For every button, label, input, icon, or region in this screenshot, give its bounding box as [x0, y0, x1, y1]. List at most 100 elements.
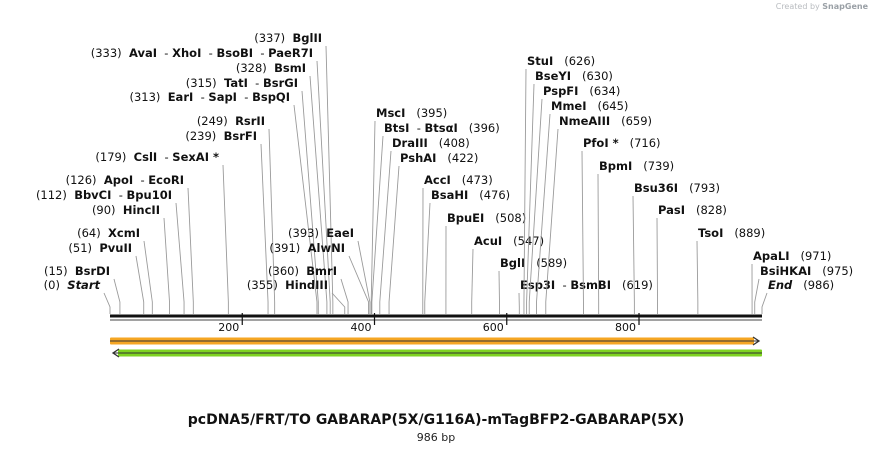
- site-label[interactable]: End (986): [768, 278, 834, 292]
- spacer: [160, 90, 167, 104]
- site-label[interactable]: (313) EarI - SapI - BspQI: [129, 90, 290, 104]
- site-bglii[interactable]: (337) BglII: [254, 31, 334, 314]
- site-label[interactable]: NmeAIII (659): [559, 114, 652, 128]
- site-avai[interactable]: (333) AvaI - XhoI - BsoBI - PaeR7I: [91, 46, 331, 314]
- site-mmei[interactable]: MmeI (645): [536, 99, 629, 314]
- site-nmeaiii[interactable]: NmeAIII (659): [545, 114, 652, 314]
- site-pspfi[interactable]: PspFI (634): [528, 84, 620, 314]
- site-label[interactable]: (15) BsrDI: [44, 264, 110, 278]
- enzyme-name: AvaI: [129, 46, 157, 60]
- site-csli[interactable]: (179) CslI - SexAI *: [95, 150, 229, 314]
- site-label[interactable]: (391) AlwNI: [269, 241, 345, 255]
- site-label[interactable]: (64) XcmI: [77, 226, 140, 240]
- site-label[interactable]: (112) BbvCI - Bpu10I: [36, 188, 172, 202]
- site-bseyi[interactable]: BseYI (630): [526, 69, 613, 314]
- site-label[interactable]: PfoI * (716): [583, 136, 661, 150]
- site-hincii[interactable]: (90) HincII: [92, 203, 170, 314]
- site-tati[interactable]: (315) TatI - BsrGI: [186, 76, 319, 314]
- site-bsahi[interactable]: BsaHI (476): [424, 188, 510, 314]
- site-pfoi[interactable]: PfoI * (716): [581, 136, 661, 314]
- site-rsrii[interactable]: (249) RsrII: [197, 114, 276, 314]
- site-label[interactable]: (126) ApoI - EcoRI: [66, 173, 184, 187]
- site-label[interactable]: PshAI (422): [400, 151, 478, 165]
- site-msci[interactable]: MscI (395): [370, 106, 447, 314]
- site-bsu36i[interactable]: Bsu36I (793): [632, 181, 720, 314]
- site-bpuei[interactable]: BpuEI (508): [445, 211, 526, 314]
- site-layer: (0) Start(15) BsrDI (51) PvuII(64) XcmI (9…: [36, 31, 853, 314]
- site-pasi[interactable]: PasI (828): [656, 203, 727, 314]
- site-acci[interactable]: AccI (473): [422, 173, 493, 314]
- site-label[interactable]: BpmI (739): [599, 159, 674, 173]
- site-acui[interactable]: AcuI (547): [471, 234, 544, 314]
- site-pvuii[interactable]: (51) PvuII: [68, 241, 145, 314]
- site-label[interactable]: BpuEI (508): [447, 211, 526, 225]
- site-label[interactable]: Bsu36I (793): [634, 181, 720, 195]
- site-position: (90): [92, 203, 116, 217]
- site-eari[interactable]: (313) EarI - SapI - BspQI: [129, 90, 318, 314]
- site-label[interactable]: (360) BmrI: [268, 264, 337, 278]
- site-pshai[interactable]: PshAI (422): [388, 151, 478, 314]
- site-label[interactable]: BglI (589): [500, 256, 567, 270]
- spacer: [610, 114, 621, 128]
- site-bsmi[interactable]: (328) BsmI: [236, 61, 328, 314]
- site-label[interactable]: StuI (626): [527, 54, 595, 68]
- site-end[interactable]: End (986): [761, 278, 834, 314]
- site-tsoi[interactable]: TsoI (889): [696, 226, 765, 314]
- site-label[interactable]: Esp3I - BsmBI (619): [520, 278, 653, 292]
- site-label[interactable]: PspFI (634): [543, 84, 620, 98]
- site-draiii[interactable]: DraIII (408): [379, 136, 470, 314]
- site-label[interactable]: BsiHKAI (975): [760, 264, 853, 278]
- site-hindiii[interactable]: (355) HindIII: [247, 278, 346, 314]
- site-label[interactable]: AcuI (547): [474, 234, 544, 248]
- site-bsrfi[interactable]: (239) BsrFI: [185, 129, 269, 314]
- site-alwni[interactable]: (391) AlwNI: [269, 241, 370, 314]
- site-label[interactable]: MscI (395): [376, 106, 447, 120]
- enzyme-name: BsrDI: [75, 264, 110, 278]
- site-bgli[interactable]: BglI (589): [498, 256, 567, 314]
- site-label[interactable]: (90) HincII: [92, 203, 160, 217]
- site-xcmi[interactable]: (64) XcmI: [77, 226, 153, 314]
- site-leader-line: [424, 202, 431, 314]
- site-label[interactable]: (337) BglII: [254, 31, 322, 45]
- site-bpmi[interactable]: BpmI (739): [597, 159, 674, 314]
- site-esp3i[interactable]: Esp3I - BsmBI (619): [518, 278, 653, 314]
- site-eaei[interactable]: (393) EaeI: [288, 226, 371, 314]
- site-apali[interactable]: ApaLI (971): [751, 249, 831, 314]
- site-apoi[interactable]: (126) ApoI - EcoRI: [66, 173, 194, 314]
- site-leader-line: [135, 255, 145, 314]
- site-bbvci[interactable]: (112) BbvCI - Bpu10I: [36, 188, 185, 314]
- site-label[interactable]: BtsI - BtsαI (396): [384, 121, 500, 135]
- site-label[interactable]: (249) RsrII: [197, 114, 265, 128]
- site-label[interactable]: TsoI (889): [698, 226, 765, 240]
- site-label[interactable]: MmeI (645): [551, 99, 628, 113]
- site-bmri[interactable]: (360) BmrI: [268, 264, 349, 314]
- site-label[interactable]: BsaHI (476): [431, 188, 510, 202]
- name-separator: -: [111, 188, 126, 202]
- site-label[interactable]: (333) AvaI - XhoI - BsoBI - PaeR7I: [91, 46, 313, 60]
- site-label[interactable]: PasI (828): [658, 203, 727, 217]
- site-label[interactable]: (179) CslI - SexAI *: [95, 150, 219, 164]
- site-label[interactable]: (393) EaeI: [288, 226, 354, 240]
- site-label[interactable]: (0) Start: [44, 278, 101, 292]
- ruler-bar: [110, 314, 762, 318]
- sequence-ruler: 200 400 600 800: [110, 313, 762, 334]
- site-label[interactable]: ApaLI (971): [753, 249, 831, 263]
- site-label[interactable]: (51) PvuII: [68, 241, 132, 255]
- site-position: (395): [416, 106, 447, 120]
- site-bsihkai[interactable]: BsiHKAI (975): [754, 264, 853, 314]
- site-bsrdi[interactable]: (15) BsrDI: [44, 264, 121, 314]
- site-label[interactable]: BseYI (630): [535, 69, 613, 83]
- enzyme-name: PasI: [658, 203, 685, 217]
- site-label[interactable]: DraIII (408): [392, 136, 470, 150]
- site-leader-line: [316, 60, 331, 314]
- site-label[interactable]: (239) BsrFI: [185, 129, 257, 143]
- enzyme-name: BtsI: [384, 121, 409, 135]
- site-label[interactable]: (315) TatI - BsrGI: [186, 76, 298, 90]
- site-label[interactable]: AccI (473): [424, 173, 493, 187]
- site-btsi[interactable]: BtsI - BtsαI (396): [371, 121, 500, 314]
- site-label[interactable]: (355) HindIII: [247, 278, 328, 292]
- site-start[interactable]: (0) Start: [44, 278, 111, 314]
- site-position: (739): [643, 159, 674, 173]
- site-stui[interactable]: StuI (626): [523, 54, 595, 314]
- site-label[interactable]: (328) BsmI: [236, 61, 306, 75]
